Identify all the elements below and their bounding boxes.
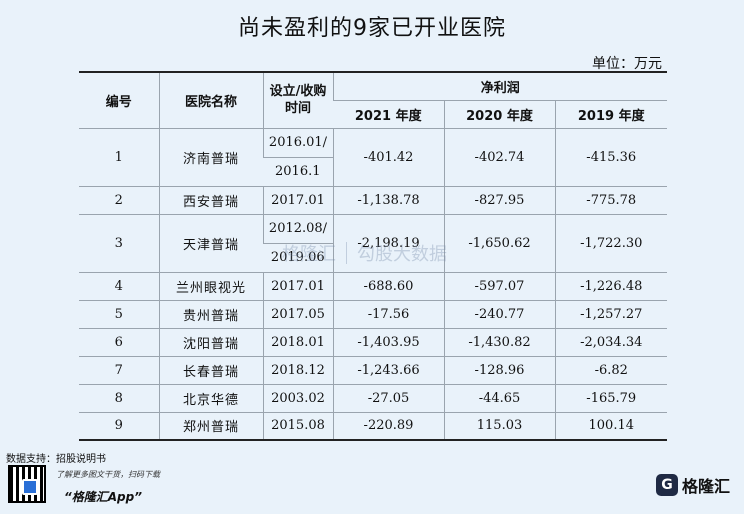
cell-2020: -597.07: [443, 271, 555, 301]
brand-icon: G: [655, 474, 678, 496]
table-row: 6 沈阳普瑞 2018.01 -1,403.95 -1,430.82 -2,034.34: [79, 327, 667, 357]
cell-name: 北京华德: [158, 383, 263, 413]
table-row: 1 济南普瑞 2016.01/-401.42 -402.74 -415.36: [79, 127, 667, 187]
cell-time: 2003.02: [262, 383, 333, 413]
cell-2020: -1,430.82: [443, 327, 555, 357]
brand-logo: G 格隆汇: [655, 473, 730, 497]
table-row: 7 长春普瑞 2018.12 -1,243.66 -128.96 -6.82: [79, 355, 667, 385]
table-row: 3 天津普瑞 2012.08/-2,198.19 -1,650.62 -1,722.30: [79, 213, 667, 273]
cell-name: 济南普瑞: [158, 127, 263, 187]
cell-time: 2018.01: [262, 327, 333, 357]
table-row-continued: 2016.1: [79, 156, 667, 187]
cell-2021: -1,403.95: [332, 327, 444, 357]
cell-2021: -27.05: [332, 383, 444, 413]
cell-2020: -1,650.62: [443, 213, 555, 273]
cell-2021: -220.89: [332, 411, 444, 441]
header-profit: 净利润: [332, 71, 667, 101]
cell-2021: -401.42: [332, 127, 444, 187]
table-row: 8 北京华德 2003.02 -27.05 -44.65 -165.79: [79, 383, 667, 413]
cell-id: 8: [79, 383, 159, 413]
header-time: 设立/收购时间: [262, 71, 333, 129]
cell-id: 5: [79, 299, 159, 329]
cell-2020: -240.77: [443, 299, 555, 329]
cell-time: 2017.01: [262, 185, 333, 215]
cell-2019: 100.14: [554, 411, 667, 441]
cell-name: 郑州普瑞: [158, 411, 263, 441]
cell-id: 1: [79, 127, 159, 187]
hospital-profit-table: 编号 医院名称 设立/收购时间 净利润 2021 年度 2020 年度 2019…: [79, 71, 667, 441]
cell-2019: -415.36: [554, 127, 667, 187]
cell-name: 贵州普瑞: [158, 299, 263, 329]
table-row: 5 贵州普瑞 2017.05 -17.56 -240.77 -1,257.27: [79, 299, 667, 329]
cell-2020: -128.96: [443, 355, 555, 385]
cell-id: 6: [79, 327, 159, 357]
cell-time: 2018.12: [262, 355, 333, 385]
cell-id: 2: [79, 185, 159, 215]
header-name: 医院名称: [158, 71, 263, 129]
cell-2019: -2,034.34: [554, 327, 667, 357]
header-2019: 2019 年度: [554, 99, 667, 129]
cell-id: 3: [79, 213, 159, 273]
cell-name: 天津普瑞: [158, 213, 263, 273]
cell-2020: 115.03: [443, 411, 555, 441]
footer-app-name: “格隆汇App”: [64, 490, 142, 504]
cell-2021: -688.60: [332, 271, 444, 301]
cell-time: 2019.06: [263, 242, 333, 273]
cell-time: 2016.1: [263, 156, 333, 187]
header-2021: 2021 年度: [333, 99, 444, 129]
cell-name: 西安普瑞: [158, 185, 263, 215]
cell-name: 兰州眼视光: [158, 271, 263, 301]
cell-2021: -1,138.78: [332, 185, 444, 215]
cell-2019: -1,226.48: [554, 271, 667, 301]
unit-label: 单位：万元: [592, 56, 662, 72]
cell-2019: -775.78: [554, 185, 667, 215]
cell-2020: -827.95: [443, 185, 555, 215]
cell-2019: -1,257.27: [554, 299, 667, 329]
cell-2019: -6.82: [554, 355, 667, 385]
table-body: 1 济南普瑞 2016.01/-401.42 -402.74 -415.36 2016.1…: [79, 127, 667, 441]
cell-2020: -44.65: [443, 383, 555, 413]
table-row-continued: 2019.06: [79, 242, 667, 273]
cell-time: 2016.01/: [262, 127, 333, 158]
cell-time: 2017.01: [262, 271, 333, 301]
cell-name: 长春普瑞: [158, 355, 263, 385]
qr-code-icon[interactable]: [8, 465, 46, 503]
cell-time: 2015.08: [262, 411, 333, 441]
cell-2019: -1,722.30: [554, 213, 667, 273]
header-id: 编号: [79, 71, 159, 129]
data-source: 数据支持：招股说明书: [6, 454, 106, 465]
table-row: 9 郑州普瑞 2015.08 -220.89 115.03 100.14: [79, 411, 667, 441]
header-2020: 2020 年度: [443, 99, 555, 129]
cell-id: 9: [79, 411, 159, 441]
table-row: 4 兰州眼视光 2017.01 -688.60 -597.07 -1,226.48: [79, 271, 667, 301]
table-row: 2 西安普瑞 2017.01 -1,138.78 -827.95 -775.78: [79, 185, 667, 215]
brand-name: 格隆汇: [681, 477, 730, 496]
footer-hint: 了解更多图文干货，扫码下载: [56, 470, 160, 479]
cell-2020: -402.74: [443, 127, 555, 187]
cell-2019: -165.79: [554, 383, 667, 413]
cell-name: 沈阳普瑞: [158, 327, 263, 357]
cell-2021: -17.56: [332, 299, 444, 329]
cell-id: 7: [79, 355, 159, 385]
cell-time: 2017.05: [262, 299, 333, 329]
page-title: 尚未盈利的9家已开业医院: [238, 16, 506, 41]
cell-time: 2012.08/: [262, 213, 333, 244]
cell-2021: -1,243.66: [332, 355, 444, 385]
cell-2021: -2,198.19: [332, 213, 444, 273]
cell-id: 4: [79, 271, 159, 301]
